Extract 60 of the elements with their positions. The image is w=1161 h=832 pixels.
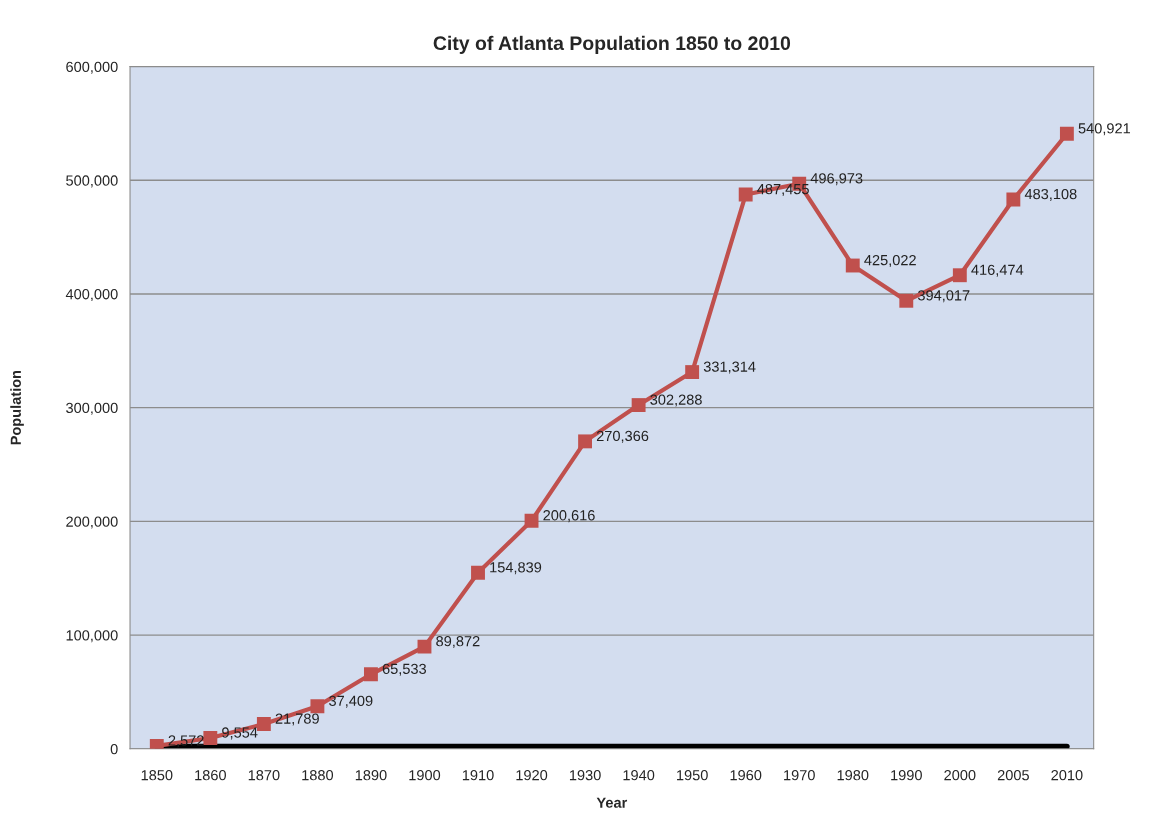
data-label: 331,314: [703, 361, 756, 374]
x-tick-label: 1980: [837, 770, 869, 781]
x-tick-label: 1920: [516, 770, 548, 781]
x-tick-label: 1850: [141, 770, 173, 781]
point: [1059, 126, 1074, 141]
x-tick-label: 1890: [355, 770, 387, 781]
data-label: 65,533: [382, 663, 427, 676]
y-tick-label: 400,000: [65, 289, 118, 302]
data-label: 21,789: [275, 713, 319, 726]
x-tick-label: 2000: [944, 770, 976, 781]
point: [899, 293, 914, 308]
data-label: 487,455: [757, 183, 809, 196]
point: [738, 187, 753, 202]
point: [363, 667, 378, 682]
point: [256, 717, 271, 731]
y-tick-label: 100,000: [66, 630, 118, 643]
data-label: 154,839: [490, 562, 542, 575]
y-tick-label: 500,000: [66, 175, 118, 188]
point: [685, 365, 700, 380]
x-tick-label: 1960: [730, 770, 762, 781]
x-tick-label: 2005: [997, 770, 1029, 781]
data-label: 89,872: [436, 636, 480, 649]
y-tick-label: 600,000: [66, 61, 118, 74]
y-tick-label: 200,000: [66, 516, 118, 529]
y-tick-label: 300,000: [66, 402, 118, 415]
y-tick-label: 0: [110, 743, 118, 755]
point: [845, 258, 860, 273]
x-axis-title: Year: [596, 797, 628, 808]
data-label: 483,108: [1024, 188, 1077, 201]
data-label: 270,366: [596, 430, 649, 443]
x-tick-label: 1880: [302, 770, 334, 781]
x-tick-label: 1930: [569, 770, 601, 781]
x-tick-label: 1870: [248, 770, 280, 781]
data-label: 302,288: [650, 394, 702, 407]
point: [952, 268, 967, 283]
data-label: 200,616: [543, 510, 595, 523]
y-axis-title: Population: [10, 370, 24, 445]
point: [203, 730, 218, 745]
data-label: 394,017: [917, 290, 970, 303]
point: [310, 699, 325, 714]
x-tick-label: 1900: [409, 770, 441, 781]
x-tick-label: 1970: [784, 770, 815, 781]
point: [631, 398, 646, 413]
data-label: 540,921: [1078, 123, 1131, 136]
point: [578, 434, 593, 449]
x-tick-label: 1950: [677, 770, 708, 781]
x-tick-label: 1990: [891, 770, 922, 781]
x-tick-label: 1910: [462, 770, 494, 781]
point: [471, 565, 485, 580]
x-tick-label: 2010: [1051, 770, 1083, 781]
point: [524, 513, 539, 528]
data-label: 416,474: [971, 264, 1024, 277]
point: [1006, 192, 1021, 207]
x-tick-label: 1940: [623, 770, 655, 781]
data-label: 37,409: [329, 695, 373, 708]
data-label: 425,022: [864, 254, 916, 267]
chart-title: City of Atlanta Population 1850 to 2010: [433, 35, 791, 54]
data-label: 496,973: [810, 173, 863, 186]
x-tick-label: 1860: [195, 770, 226, 781]
point: [417, 639, 432, 654]
